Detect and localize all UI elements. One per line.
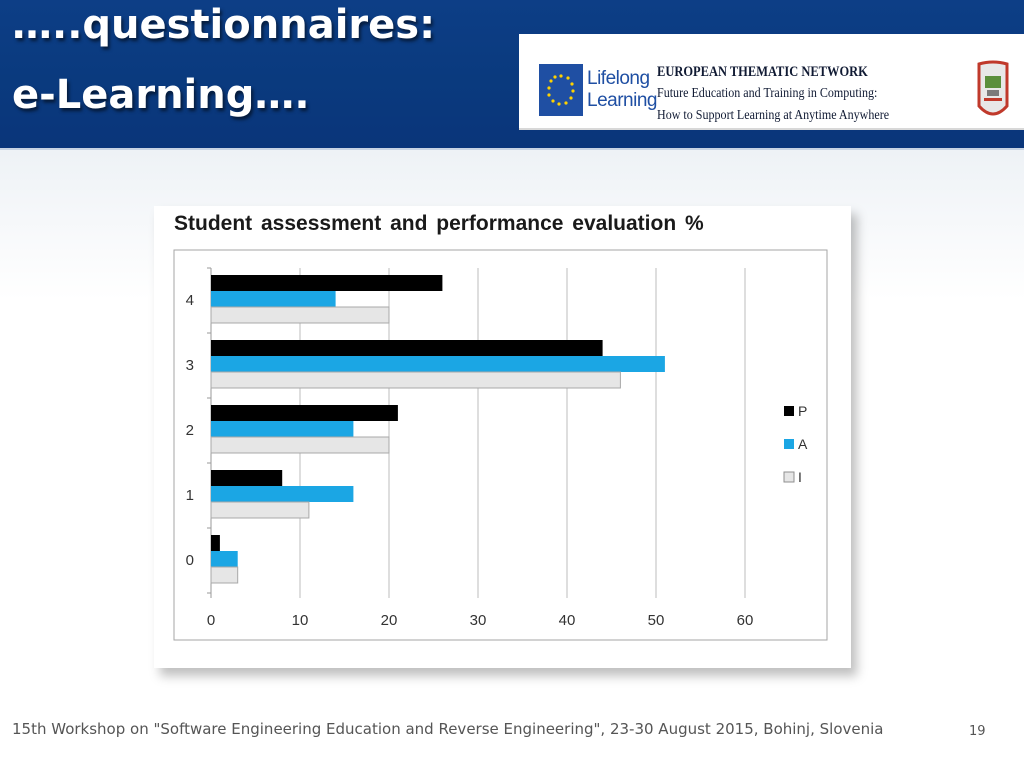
bar-P-4	[211, 275, 443, 291]
chart-title: Student assessment and performance evalu…	[174, 212, 704, 235]
slide-title-line2: e-Learning….	[12, 72, 310, 118]
bar-I-1	[210, 501, 310, 519]
bar-A-0	[211, 551, 238, 567]
computer-emblem-icon	[976, 60, 1010, 124]
y-category-label: 0	[186, 552, 194, 569]
network-line1: EUROPEAN THEMATIC NETWORK	[657, 64, 868, 80]
y-category-label: 4	[186, 292, 194, 309]
y-category-label: 3	[186, 357, 194, 374]
y-category-label: 1	[186, 487, 194, 504]
y-category-label: 2	[186, 422, 194, 439]
x-tick-label: 50	[648, 612, 665, 629]
project-banner: Lifelong Learning EUROPEAN THEMATIC NETW…	[519, 34, 1024, 130]
legend-label-P: P	[798, 403, 807, 419]
learning-text: Learning	[587, 90, 657, 111]
chart-card: Student assessment and performance evalu…	[154, 206, 851, 668]
bar-I-2	[210, 436, 390, 454]
page-number: 19	[969, 724, 986, 739]
bar-I-3	[210, 371, 621, 389]
legend-swatch-P	[784, 406, 794, 416]
x-tick-label: 60	[737, 612, 754, 629]
x-tick-label: 0	[207, 612, 215, 629]
network-text: EUROPEAN THEMATIC NETWORK Future Educati…	[657, 61, 889, 127]
bar-A-3	[211, 356, 665, 372]
network-line3: How to Support Learning at Anytime Anywh…	[657, 108, 890, 123]
slide-footer: 15th Workshop on "Software Engineering E…	[12, 720, 884, 738]
slide-title-line1: …..questionnaires:	[12, 2, 436, 48]
bar-P-2	[211, 405, 398, 421]
x-tick-label: 30	[470, 612, 487, 629]
bar-I-0	[210, 566, 239, 584]
network-line2: Future Education and Training in Computi…	[657, 86, 878, 101]
lifelong-text: Lifelong	[587, 68, 650, 89]
slide-header: …..questionnaires: e-Learning….	[0, 0, 1024, 150]
x-tick-label: 40	[559, 612, 576, 629]
x-tick-label: 10	[292, 612, 309, 629]
x-tick-label: 20	[381, 612, 398, 629]
bar-A-1	[211, 486, 354, 502]
bar-P-1	[211, 470, 283, 486]
bar-P-3	[211, 340, 603, 356]
bar-A-4	[211, 291, 336, 307]
eu-flag-icon	[539, 64, 583, 116]
legend-label-A: A	[798, 436, 808, 452]
legend-swatch-A	[784, 439, 794, 449]
legend-label-I: I	[798, 469, 802, 485]
bar-A-2	[211, 421, 354, 437]
bar-I-4	[210, 306, 390, 324]
legend-swatch-I	[783, 471, 795, 483]
lifelong-learning-text: Lifelong Learning	[587, 68, 657, 112]
bar-P-0	[211, 535, 220, 551]
